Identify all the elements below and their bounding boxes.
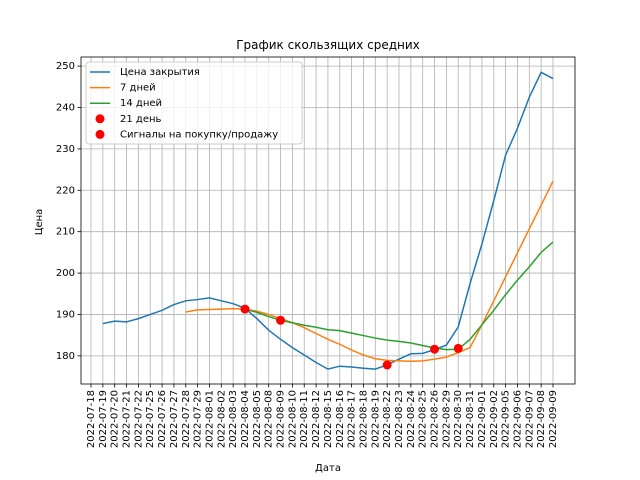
legend-label: Сигналы на покупку/продажу <box>120 129 278 140</box>
x-tick-label: 2022-08-29 <box>441 390 452 448</box>
x-tick-label: 2022-08-15 <box>323 390 334 448</box>
x-tick-label: 2022-08-17 <box>347 390 358 448</box>
chart-title: График скользящих средних <box>236 38 420 52</box>
legend: Цена закрытия 7 дней 14 дней 21 день Сигналы… <box>85 61 303 145</box>
x-tick-label: 2022-08-30 <box>453 390 464 448</box>
signal-marker <box>276 315 286 325</box>
x-axis-label: Дата <box>315 463 341 474</box>
signal-marker <box>240 304 250 314</box>
x-tick-label: 2022-08-12 <box>311 390 322 448</box>
x-tick-label: 2022-08-24 <box>406 390 417 448</box>
x-tick-label: 2022-08-23 <box>394 390 405 448</box>
x-tick-label: 2022-08-10 <box>287 390 298 448</box>
plot-frame <box>80 56 576 385</box>
x-tick-label: 2022-07-21 <box>122 390 133 448</box>
x-tick-label: 2022-08-05 <box>252 390 263 448</box>
x-tick-label: 2022-07-28 <box>181 390 192 448</box>
x-tick-label: 2022-08-08 <box>264 390 275 448</box>
y-tick-label: 180 <box>56 351 75 362</box>
x-tick-label: 2022-07-29 <box>193 390 204 448</box>
y-tick-label: 240 <box>56 102 75 113</box>
signal-marker <box>430 344 440 354</box>
legend-swatch <box>95 114 105 124</box>
legend-swatch <box>95 129 105 139</box>
x-tick-label: 2022-08-11 <box>299 390 310 448</box>
legend-label: 14 дней <box>120 98 162 109</box>
y-tick-label: 220 <box>56 185 75 196</box>
x-tick-label: 2022-08-22 <box>382 390 393 448</box>
x-tick-label: 2022-07-25 <box>145 390 156 448</box>
y-tick-label: 210 <box>56 227 75 238</box>
legend-label: 7 дней <box>120 83 156 94</box>
y-tick-label: 250 <box>56 61 75 72</box>
x-tick-label: 2022-08-01 <box>204 390 215 448</box>
legend-box <box>85 61 303 145</box>
x-tick-label: 2022-08-03 <box>228 390 239 448</box>
x-tick-label: 2022-07-19 <box>98 390 109 448</box>
x-tick-label: 2022-08-02 <box>216 390 227 448</box>
x-tick-label: 2022-08-16 <box>335 390 346 448</box>
x-tick-label: 2022-08-31 <box>465 390 476 448</box>
y-tick-label: 190 <box>56 309 75 320</box>
x-tick-label: 2022-08-09 <box>276 390 287 448</box>
y-tick-label: 230 <box>56 144 75 155</box>
legend-label: Цена закрытия <box>120 67 200 78</box>
x-tick-label: 2022-09-08 <box>536 390 547 448</box>
x-tick-label: 2022-08-26 <box>430 390 441 448</box>
x-tick-label: 2022-07-26 <box>157 390 168 448</box>
x-tick-label: 2022-07-22 <box>133 390 144 448</box>
signal-marker <box>453 343 463 353</box>
x-tick-label: 2022-09-05 <box>501 390 512 448</box>
y-axis-label: Цена <box>34 209 45 236</box>
y-tick-label: 200 <box>56 268 75 279</box>
series-line <box>244 241 554 351</box>
x-tick-label: 2022-09-09 <box>548 390 559 448</box>
x-tick-label: 2022-08-04 <box>240 390 251 448</box>
x-tick-label: 2022-09-06 <box>512 390 523 448</box>
x-tick-label: 2022-09-02 <box>489 390 500 448</box>
x-tick-label: 2022-09-01 <box>477 390 488 448</box>
legend-label: 21 день <box>120 114 162 125</box>
x-tick-label: 2022-07-18 <box>86 390 97 448</box>
series-line <box>102 71 554 370</box>
x-tick-label: 2022-07-27 <box>169 390 180 448</box>
x-tick-label: 2022-07-20 <box>110 390 121 448</box>
x-tick-label: 2022-08-18 <box>358 390 369 448</box>
x-tick-label: 2022-08-25 <box>418 390 429 448</box>
x-tick-label: 2022-09-07 <box>524 390 535 448</box>
signal-marker <box>382 360 392 370</box>
x-tick-label: 2022-08-19 <box>370 390 381 448</box>
